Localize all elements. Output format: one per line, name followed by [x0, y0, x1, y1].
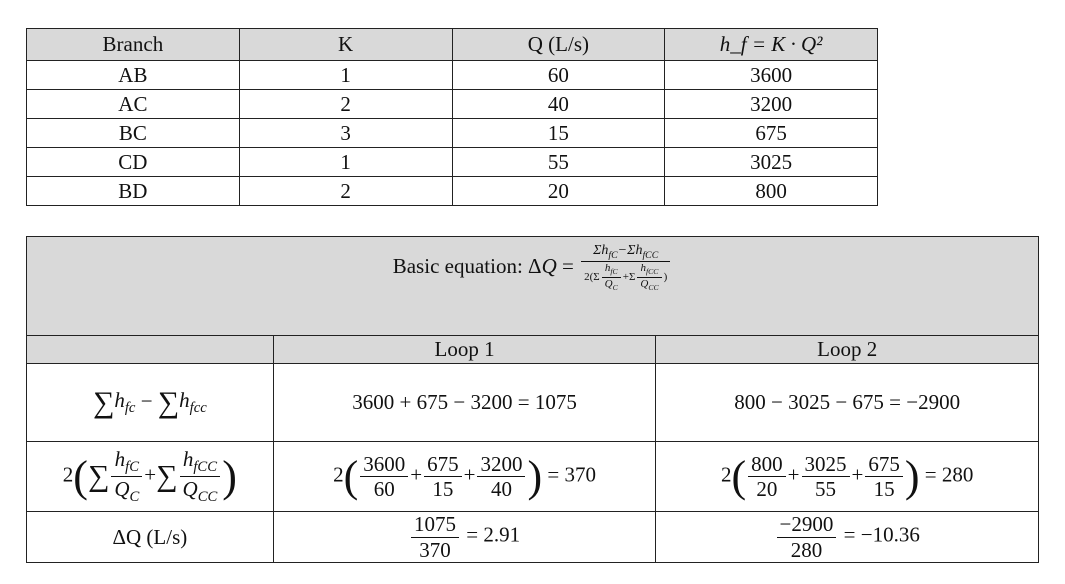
loop1-denominator: 2(3600 60 +675 15 +3200 40) = 370: [272, 441, 657, 512]
table-cell: 3600: [664, 60, 878, 90]
denominator-label: 2(∑ hfC QC +∑ hfCC QCC): [26, 441, 274, 512]
table-cell: 3: [238, 118, 453, 148]
header-q: Q (L/s): [451, 28, 666, 61]
loop2-denominator: 2(800 20 +3025 55 +675 15) = 280: [655, 441, 1039, 512]
loop-table: Basic equation: ΔQ = ΣhfC−ΣhfCC 2(Σ hfC QC +…: [26, 236, 1039, 563]
table-cell: 3025: [664, 147, 878, 177]
table-cell: 15: [451, 118, 666, 148]
table-row: BC 3 15 675: [26, 118, 878, 148]
header-branch: Branch: [26, 28, 240, 61]
header-k: K: [238, 28, 453, 61]
table-cell: AC: [26, 89, 240, 119]
header-hf: h_f = K · Q²: [664, 28, 878, 61]
table-cell: AB: [26, 60, 240, 90]
branch-table: Branch K Q (L/s) h_f = K · Q² AB 1 60 3600 A…: [26, 28, 878, 206]
table-cell: BC: [26, 118, 240, 148]
loop2-dq: −2900 280 = −10.36: [655, 511, 1039, 563]
table-row: AB 1 60 3600: [26, 60, 878, 90]
loop1-sum: 3600 + 675 − 3200 = 1075: [272, 363, 657, 442]
table-cell: 1: [238, 147, 453, 177]
dq-row: ΔQ (L/s) 1075 370 = 2.91 −2900 280 = −10.3…: [26, 511, 1039, 563]
table-cell: 1: [238, 60, 453, 90]
table-cell: 40: [451, 89, 666, 119]
table-header: Branch K Q (L/s) h_f = K · Q²: [26, 28, 878, 61]
table-cell: 55: [451, 147, 666, 177]
loop-header-row: Loop 1 Loop 2: [26, 335, 1039, 364]
table-row: AC 2 40 3200: [26, 89, 878, 119]
table-cell: 2: [238, 176, 453, 206]
loop2-sum: 800 − 3025 − 675 = −2900: [655, 363, 1039, 442]
table-cell: 3200: [664, 89, 878, 119]
table-cell: 800: [664, 176, 878, 206]
sum-h-row: ∑hfc − ∑hfcc 3600 + 675 − 3200 = 1075 80…: [26, 363, 1039, 442]
denominator-row: 2(∑ hfC QC +∑ hfCC QCC) 2(3600 60 +675 15 +3200 40…: [26, 441, 1039, 512]
table-cell: 2: [238, 89, 453, 119]
sum-h-label: ∑hfc − ∑hfcc: [26, 363, 274, 442]
table-row: CD 1 55 3025: [26, 147, 878, 177]
table-cell: CD: [26, 147, 240, 177]
table-cell: BD: [26, 176, 240, 206]
loop2-header: Loop 2: [655, 335, 1039, 364]
dq-label: ΔQ (L/s): [26, 511, 274, 563]
basic-equation: Basic equation: ΔQ = ΣhfC−ΣhfCC 2(Σ hfC QC +…: [26, 236, 1039, 336]
equation-row: Basic equation: ΔQ = ΣhfC−ΣhfCC 2(Σ hfC QC +…: [26, 236, 1039, 336]
loop1-header: Loop 1: [272, 335, 657, 364]
table-row: BD 2 20 800: [26, 176, 878, 206]
table-cell: 20: [451, 176, 666, 206]
table-cell: 60: [451, 60, 666, 90]
table-cell: 675: [664, 118, 878, 148]
loop1-dq: 1075 370 = 2.91: [272, 511, 657, 563]
